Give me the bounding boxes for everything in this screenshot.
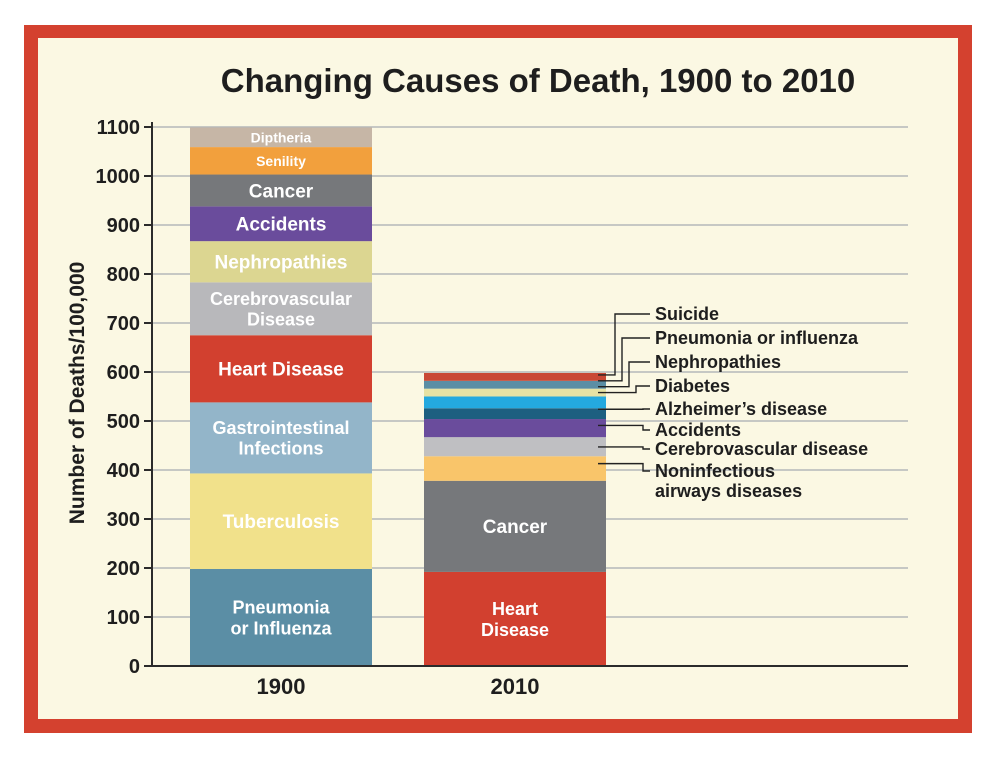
- segment-label-1900-senility: Senility: [256, 153, 306, 169]
- callouts: Suicide Pneumonia or influenza Nephropathi…: [598, 304, 868, 501]
- segment-label-1900-cancer: Cancer: [249, 181, 314, 202]
- segment-2010-cerebrovascular-disease: [424, 437, 606, 457]
- y-tick-label-0: 0: [129, 656, 140, 678]
- segment-2010-pneumonia-or-influenza: [424, 380, 606, 389]
- y-tick-label-200: 200: [107, 558, 140, 580]
- segment-1900-cancer: [190, 174, 372, 207]
- segment-label-1900-accidents: Accidents: [236, 215, 327, 236]
- callout-noninfectious-airways-diseases-label-line1: Noninfectious: [655, 461, 775, 481]
- callout-cerebrovascular-disease-label: Cerebrovascular disease: [655, 439, 868, 459]
- y-tick-label-1100: 1100: [97, 117, 140, 139]
- segment-label-1900-pneumonia-or-influenza-line1: Pneumonia: [232, 598, 330, 618]
- x-axis-labels: 1900 2010: [257, 674, 540, 699]
- segment-2010-nephropathies: [424, 388, 606, 397]
- callout-pneumonia-or-influenza-leader-line: [598, 337, 650, 382]
- y-axis-label: Number of Deaths/100,000: [66, 262, 89, 525]
- callout-accidents-label: Accidents: [655, 420, 741, 440]
- y-tick-label-600: 600: [107, 362, 140, 384]
- x-tick-label-2010: 2010: [491, 674, 540, 699]
- x-tick-label-1900: 1900: [257, 674, 306, 699]
- segment-2010-noninfectious-airways-diseases: [424, 456, 606, 481]
- callout-noninfectious-airways-diseases-label-line2: airways diseases: [655, 481, 802, 501]
- callout-alzheimer-s-disease-label: Alzheimer’s disease: [655, 399, 827, 419]
- segment-1900-diptheria: [190, 127, 372, 148]
- segment-label-1900-gastrointestinal-infections-line2: Infections: [238, 439, 323, 459]
- callout-accidents-leader-line: [598, 424, 650, 431]
- callout-noninfectious-airways-diseases-leader-line: [598, 462, 650, 472]
- callout-pneumonia-or-influenza-label: Pneumonia or influenza: [655, 328, 859, 348]
- segment-label-1900-cerebrovascular-disease-line1: Cerebrovascular: [210, 289, 352, 309]
- callout-cerebrovascular-disease-leader-line: [598, 446, 650, 450]
- y-tick-label-900: 900: [107, 215, 140, 237]
- segment-label-2010-heart-disease-line1: Heart: [492, 599, 538, 619]
- chart-title: Changing Causes of Death, 1900 to 2010: [221, 62, 856, 99]
- segment-1900-gastrointestinal-infections: [190, 402, 372, 474]
- segment-1900-heart-disease: [190, 335, 372, 403]
- callout-diabetes-label: Diabetes: [655, 376, 730, 396]
- y-tick-label-500: 500: [107, 411, 140, 433]
- y-tick-label-400: 400: [107, 460, 140, 482]
- segment-label-2010-cancer: Cancer: [483, 517, 548, 538]
- y-tick-label-800: 800: [107, 264, 140, 286]
- segment-label-1900-diptheria: Diptheria: [251, 129, 312, 145]
- segment-1900-pneumonia-or-influenza: [190, 568, 372, 666]
- segment-1900-nephropathies: [190, 241, 372, 283]
- segment-2010-heart-disease: [424, 571, 606, 666]
- segment-label-1900-heart-disease: Heart Disease: [218, 360, 344, 381]
- segment-label-1900-pneumonia-or-influenza-line2: or Influenza: [230, 618, 332, 638]
- segment-label-2010-heart-disease-line2: Disease: [481, 620, 549, 640]
- segment-2010-accidents: [424, 419, 606, 438]
- segment-2010-suicide: [424, 372, 606, 381]
- callout-suicide-leader-line: [598, 313, 650, 376]
- segment-1900-accidents: [190, 206, 372, 242]
- y-tick-label-1000: 1000: [96, 166, 141, 188]
- y-tick-label-300: 300: [107, 509, 140, 531]
- segment-2010-diabetes: [424, 396, 606, 409]
- segment-1900-senility: [190, 147, 372, 175]
- segment-label-1900-tuberculosis: Tuberculosis: [223, 512, 340, 533]
- callout-suicide-label: Suicide: [655, 304, 719, 324]
- callout-nephropathies-leader-line: [598, 361, 650, 388]
- segment-1900-cerebrovascular-disease: [190, 282, 372, 336]
- segment-label-1900-gastrointestinal-infections-line1: Gastrointestinal: [212, 418, 349, 438]
- callout-nephropathies-label: Nephropathies: [655, 352, 781, 372]
- callout-diabetes-leader-line: [598, 385, 650, 394]
- y-axis-ticks: 0 100 200 300 400 500 600 700 800 900 1000 1100: [96, 117, 152, 678]
- segment-label-1900-nephropathies: Nephropathies: [214, 253, 347, 274]
- y-tick-label-100: 100: [107, 607, 140, 629]
- segment-2010-cancer: [424, 480, 606, 572]
- y-tick-label-700: 700: [107, 313, 140, 335]
- segment-1900-tuberculosis: [190, 473, 372, 569]
- segment-label-1900-cerebrovascular-disease-line2: Disease: [247, 310, 315, 330]
- segment-2010-alzheimer-s-disease: [424, 408, 606, 420]
